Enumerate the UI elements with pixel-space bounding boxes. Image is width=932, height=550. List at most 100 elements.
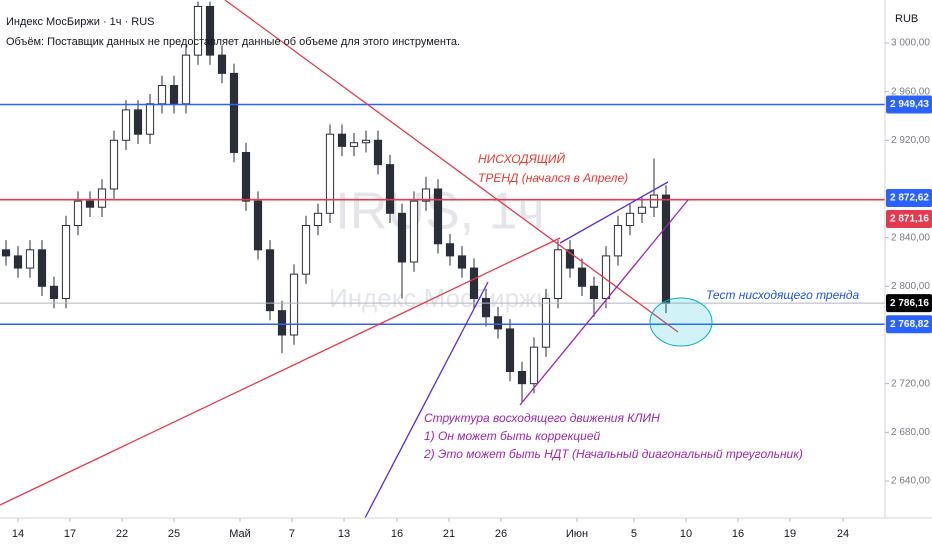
trend-line — [0, 237, 561, 506]
candle-body — [457, 255, 467, 269]
candle-body — [625, 212, 635, 226]
candle-body — [193, 5, 203, 56]
candle-body — [493, 316, 503, 330]
price-label: 2 768,82 — [890, 319, 929, 330]
price-label: 2 786,16 — [890, 298, 929, 309]
candle-body — [37, 249, 47, 287]
annotation: Структура восходящего движения КЛИН — [424, 411, 660, 425]
candle-body — [421, 188, 431, 202]
candle-body — [25, 249, 35, 269]
drawings — [0, 0, 713, 519]
candle-body — [229, 72, 239, 153]
candle-body — [313, 212, 323, 226]
annotation: Тест нисходящего тренда — [706, 288, 860, 302]
x-tick-label: 7 — [289, 528, 295, 540]
y-tick-label: 2 840,00 — [891, 232, 930, 243]
candle-body — [121, 109, 131, 141]
price-label-box — [886, 95, 932, 114]
candle-body — [481, 297, 491, 318]
candle-body — [217, 54, 227, 74]
highlight-ellipse — [649, 297, 713, 347]
currency: RUB — [895, 13, 918, 25]
candle-body — [637, 206, 647, 214]
watermark-name: Индекс МосБиржи — [329, 283, 551, 313]
x-tick-label: 25 — [168, 528, 180, 540]
candle-body — [505, 328, 515, 372]
price-label-box — [886, 188, 932, 207]
candle-body — [373, 139, 383, 166]
x-tick-label: 21 — [443, 528, 455, 540]
candle-body — [181, 54, 191, 105]
candle-body — [325, 133, 335, 214]
x-tick-label: 5 — [631, 528, 637, 540]
axes: 3 000,00 2 960,00 2 920,00 2 840,00 2 800,00… — [12, 38, 932, 540]
candle-body — [241, 151, 251, 202]
price-label-box — [886, 209, 932, 228]
x-tick-label: 10 — [680, 528, 692, 540]
volume-note: Объём: Поставщик данных не предоставляет… — [6, 36, 460, 48]
y-tick-label: 2 800,00 — [891, 281, 930, 292]
candle-body — [409, 200, 419, 263]
annotation: 2) Это может быть НДТ (Начальный диагона… — [423, 447, 803, 461]
candle-body — [289, 273, 299, 336]
candle-body — [169, 85, 179, 105]
candle-body — [565, 249, 575, 269]
price-label-box — [886, 315, 932, 334]
y-tick-label: 3 000,00 — [891, 38, 930, 49]
x-tick-label: 19 — [784, 528, 796, 540]
trend-line — [364, 281, 489, 519]
wedge-line — [519, 199, 689, 406]
x-tick-label: 24 — [837, 528, 849, 540]
candle-body — [73, 200, 83, 226]
x-tick-label: Июн — [566, 528, 588, 540]
candle-body — [205, 5, 215, 56]
candle-body — [49, 285, 59, 299]
candle-body — [385, 164, 395, 214]
symbol-title: Индекс МосБиржи · 1ч · RUS — [6, 16, 155, 28]
x-tick-label: Май — [229, 528, 251, 540]
candle-body — [265, 249, 275, 312]
candle-body — [577, 267, 587, 287]
y-tick-label: 2 960,00 — [891, 86, 930, 97]
candle-body — [649, 194, 659, 208]
wedge-line — [559, 181, 669, 244]
candle-body — [589, 285, 599, 299]
candle-body — [253, 200, 263, 251]
candle-body — [349, 142, 359, 147]
candle-body — [661, 194, 671, 304]
x-tick-label: 26 — [495, 528, 507, 540]
candle-body — [541, 297, 551, 348]
candle-body — [13, 255, 23, 269]
candle-body — [1, 249, 11, 257]
candle-body — [529, 346, 539, 385]
candle-body — [433, 188, 443, 245]
y-tick-label: 2 640,00 — [891, 476, 930, 487]
y-tick-label: 2 720,00 — [891, 378, 930, 389]
price-label-box — [886, 294, 932, 313]
trend-line — [224, 0, 679, 333]
candle-body — [109, 139, 119, 190]
candle-body — [337, 133, 347, 147]
price-label: 2 872,62 — [890, 193, 929, 204]
candle-body — [277, 310, 287, 336]
price-label: 2 871,16 — [890, 214, 929, 225]
x-tick-label: 17 — [64, 528, 76, 540]
candle-body — [61, 224, 71, 299]
x-tick-label: 16 — [732, 528, 744, 540]
x-tick-label: 14 — [12, 528, 24, 540]
candle-body — [361, 139, 371, 144]
candle-body — [157, 85, 167, 105]
candle-body — [613, 224, 623, 257]
candle-body — [397, 212, 407, 263]
candle-body — [553, 249, 563, 299]
x-tick-label: 22 — [116, 528, 128, 540]
candle-body — [517, 370, 527, 385]
annotation: НИСХОДЯЩИЙ — [478, 150, 565, 166]
price-axis-panel — [885, 0, 932, 550]
candle-body — [301, 224, 311, 275]
x-tick-label: 16 — [391, 528, 403, 540]
candle-body — [469, 267, 479, 299]
annotation: 1) Он может быть коррекцией — [424, 429, 600, 443]
